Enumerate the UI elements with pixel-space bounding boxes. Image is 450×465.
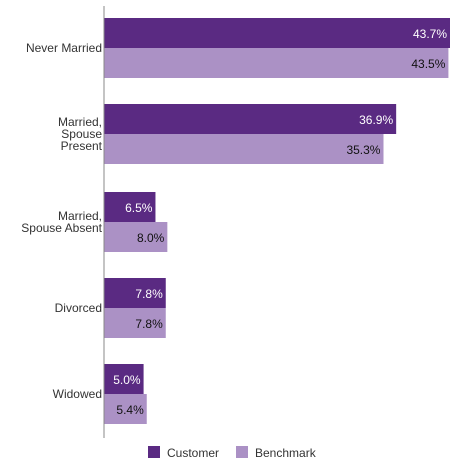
bar-benchmark-4: [104, 394, 147, 424]
category-label-0: Never Married: [26, 41, 102, 55]
bar-customer-3: [104, 278, 166, 308]
legend-label-customer: Customer: [167, 446, 219, 460]
data-label-benchmark-2: 8.0%: [137, 231, 165, 245]
data-label-benchmark-3: 7.8%: [135, 317, 163, 331]
data-label-benchmark-1: 35.3%: [346, 143, 380, 157]
legend-swatch-benchmark: [236, 446, 248, 458]
bar-customer-0: [104, 18, 450, 48]
data-label-customer-2: 6.5%: [125, 201, 153, 215]
category-label-3: Divorced: [55, 301, 102, 315]
legend-label-benchmark: Benchmark: [255, 446, 317, 460]
legend-swatch-customer: [148, 446, 160, 458]
data-label-customer-4: 5.0%: [113, 373, 141, 387]
bar-benchmark-3: [104, 308, 166, 338]
data-label-benchmark-4: 5.4%: [116, 403, 144, 417]
bar-benchmark-2: [104, 222, 168, 252]
data-label-customer-0: 43.7%: [413, 27, 447, 41]
bar-benchmark-1: [104, 134, 384, 164]
bar-benchmark-0: [104, 48, 449, 78]
category-label-2: Married, Spouse Absent: [21, 209, 102, 235]
bar-customer-1: [104, 104, 397, 134]
legend: Customer Benchmark: [148, 446, 317, 460]
category-label-1: Married, Spouse Present: [58, 115, 103, 153]
category-labels: Never Married Married, Spouse Present Marrie…: [21, 41, 102, 401]
data-label-benchmark-0: 43.5%: [411, 57, 445, 71]
bars-layer: 43.7% 43.5% 36.9% 35.3% 6.5% 8.0% 7.8% 7.8% 5.0%…: [104, 18, 450, 424]
bar-customer-2: [104, 192, 156, 222]
bar-customer-4: [104, 364, 144, 394]
data-label-customer-1: 36.9%: [359, 113, 393, 127]
data-label-customer-3: 7.8%: [135, 287, 163, 301]
category-label-4: Widowed: [53, 387, 102, 401]
